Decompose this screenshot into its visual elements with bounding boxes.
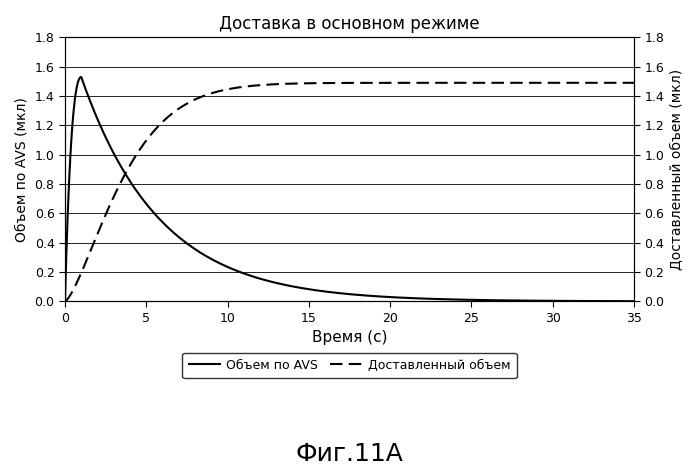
Y-axis label: Объем по AVS (мкл): Объем по AVS (мкл) — [15, 97, 29, 242]
Title: Доставка в основном режиме: Доставка в основном режиме — [219, 15, 480, 33]
Y-axis label: Доставленный объем (мкл): Доставленный объем (мкл) — [670, 69, 684, 270]
X-axis label: Время (с): Время (с) — [312, 330, 387, 345]
Text: Фиг.11А: Фиг.11А — [296, 442, 403, 466]
Legend: Объем по AVS, Доставленный объем: Объем по AVS, Доставленный объем — [182, 352, 517, 378]
